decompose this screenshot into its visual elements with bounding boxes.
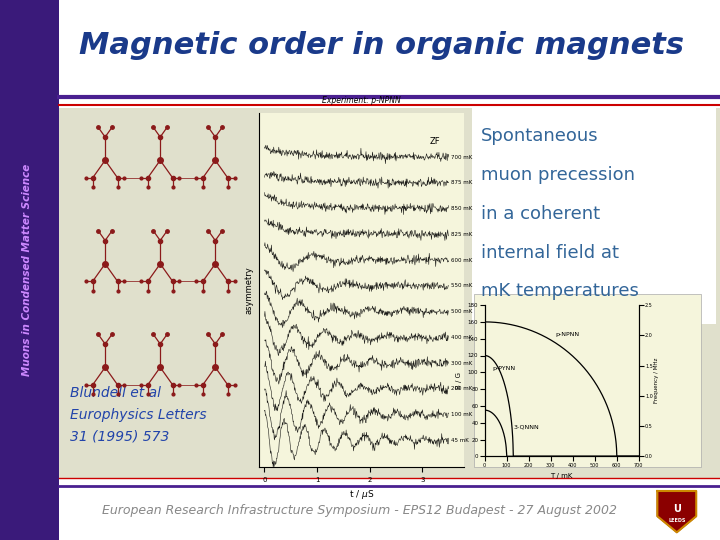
Text: Experiment: p-NPNN: Experiment: p-NPNN bbox=[323, 96, 401, 105]
Polygon shape bbox=[657, 491, 696, 532]
Text: 850 mK: 850 mK bbox=[451, 206, 472, 211]
Bar bbox=[472, 108, 716, 324]
Text: 31 (1995) 573: 31 (1995) 573 bbox=[70, 429, 169, 443]
Y-axis label: B / G: B / G bbox=[456, 372, 462, 389]
Text: 700 mK: 700 mK bbox=[451, 154, 472, 159]
Bar bbox=[474, 294, 701, 467]
Text: p-NPNN: p-NPNN bbox=[555, 332, 579, 337]
Text: U: U bbox=[673, 504, 680, 515]
Text: in a coherent: in a coherent bbox=[481, 205, 600, 222]
Y-axis label: Frequency / MHz: Frequency / MHz bbox=[654, 358, 660, 403]
Text: mK temperatures: mK temperatures bbox=[481, 282, 639, 300]
Text: LEEDS: LEEDS bbox=[668, 518, 685, 523]
Text: Blundell et al: Blundell et al bbox=[70, 386, 161, 400]
Text: p-PYNN: p-PYNN bbox=[492, 366, 516, 370]
Bar bbox=[59, 108, 720, 478]
Text: 400 mK: 400 mK bbox=[451, 335, 472, 340]
Text: internal field at: internal field at bbox=[481, 244, 619, 261]
Text: 875 mK: 875 mK bbox=[451, 180, 472, 185]
X-axis label: t / $\mu$S: t / $\mu$S bbox=[349, 488, 374, 501]
Bar bbox=[59, 0, 720, 97]
Text: 3-QNNN: 3-QNNN bbox=[513, 424, 539, 429]
Text: 600 mK: 600 mK bbox=[451, 258, 472, 262]
Text: 200 mK: 200 mK bbox=[451, 386, 472, 391]
Text: 550 mK: 550 mK bbox=[451, 284, 472, 288]
Text: 500 mK: 500 mK bbox=[451, 309, 472, 314]
Text: ZF: ZF bbox=[430, 137, 441, 146]
X-axis label: T / mK: T / mK bbox=[551, 473, 573, 479]
Text: 45 mK: 45 mK bbox=[451, 438, 469, 443]
Text: 100 mK: 100 mK bbox=[451, 412, 472, 417]
Text: Muons in Condensed Matter Science: Muons in Condensed Matter Science bbox=[22, 164, 32, 376]
Text: European Research Infrastructure Symposium - EPS12 Budapest - 27 August 2002: European Research Infrastructure Symposi… bbox=[102, 504, 618, 517]
Text: 300 mK: 300 mK bbox=[451, 361, 472, 366]
Bar bbox=[0, 0, 59, 540]
Text: Spontaneous: Spontaneous bbox=[481, 127, 598, 145]
Y-axis label: asymmetry: asymmetry bbox=[245, 266, 253, 314]
Text: Europhysics Letters: Europhysics Letters bbox=[70, 408, 207, 422]
Text: Magnetic order in organic magnets: Magnetic order in organic magnets bbox=[79, 31, 684, 60]
Text: muon precession: muon precession bbox=[481, 166, 635, 184]
Text: 825 mK: 825 mK bbox=[451, 232, 472, 237]
